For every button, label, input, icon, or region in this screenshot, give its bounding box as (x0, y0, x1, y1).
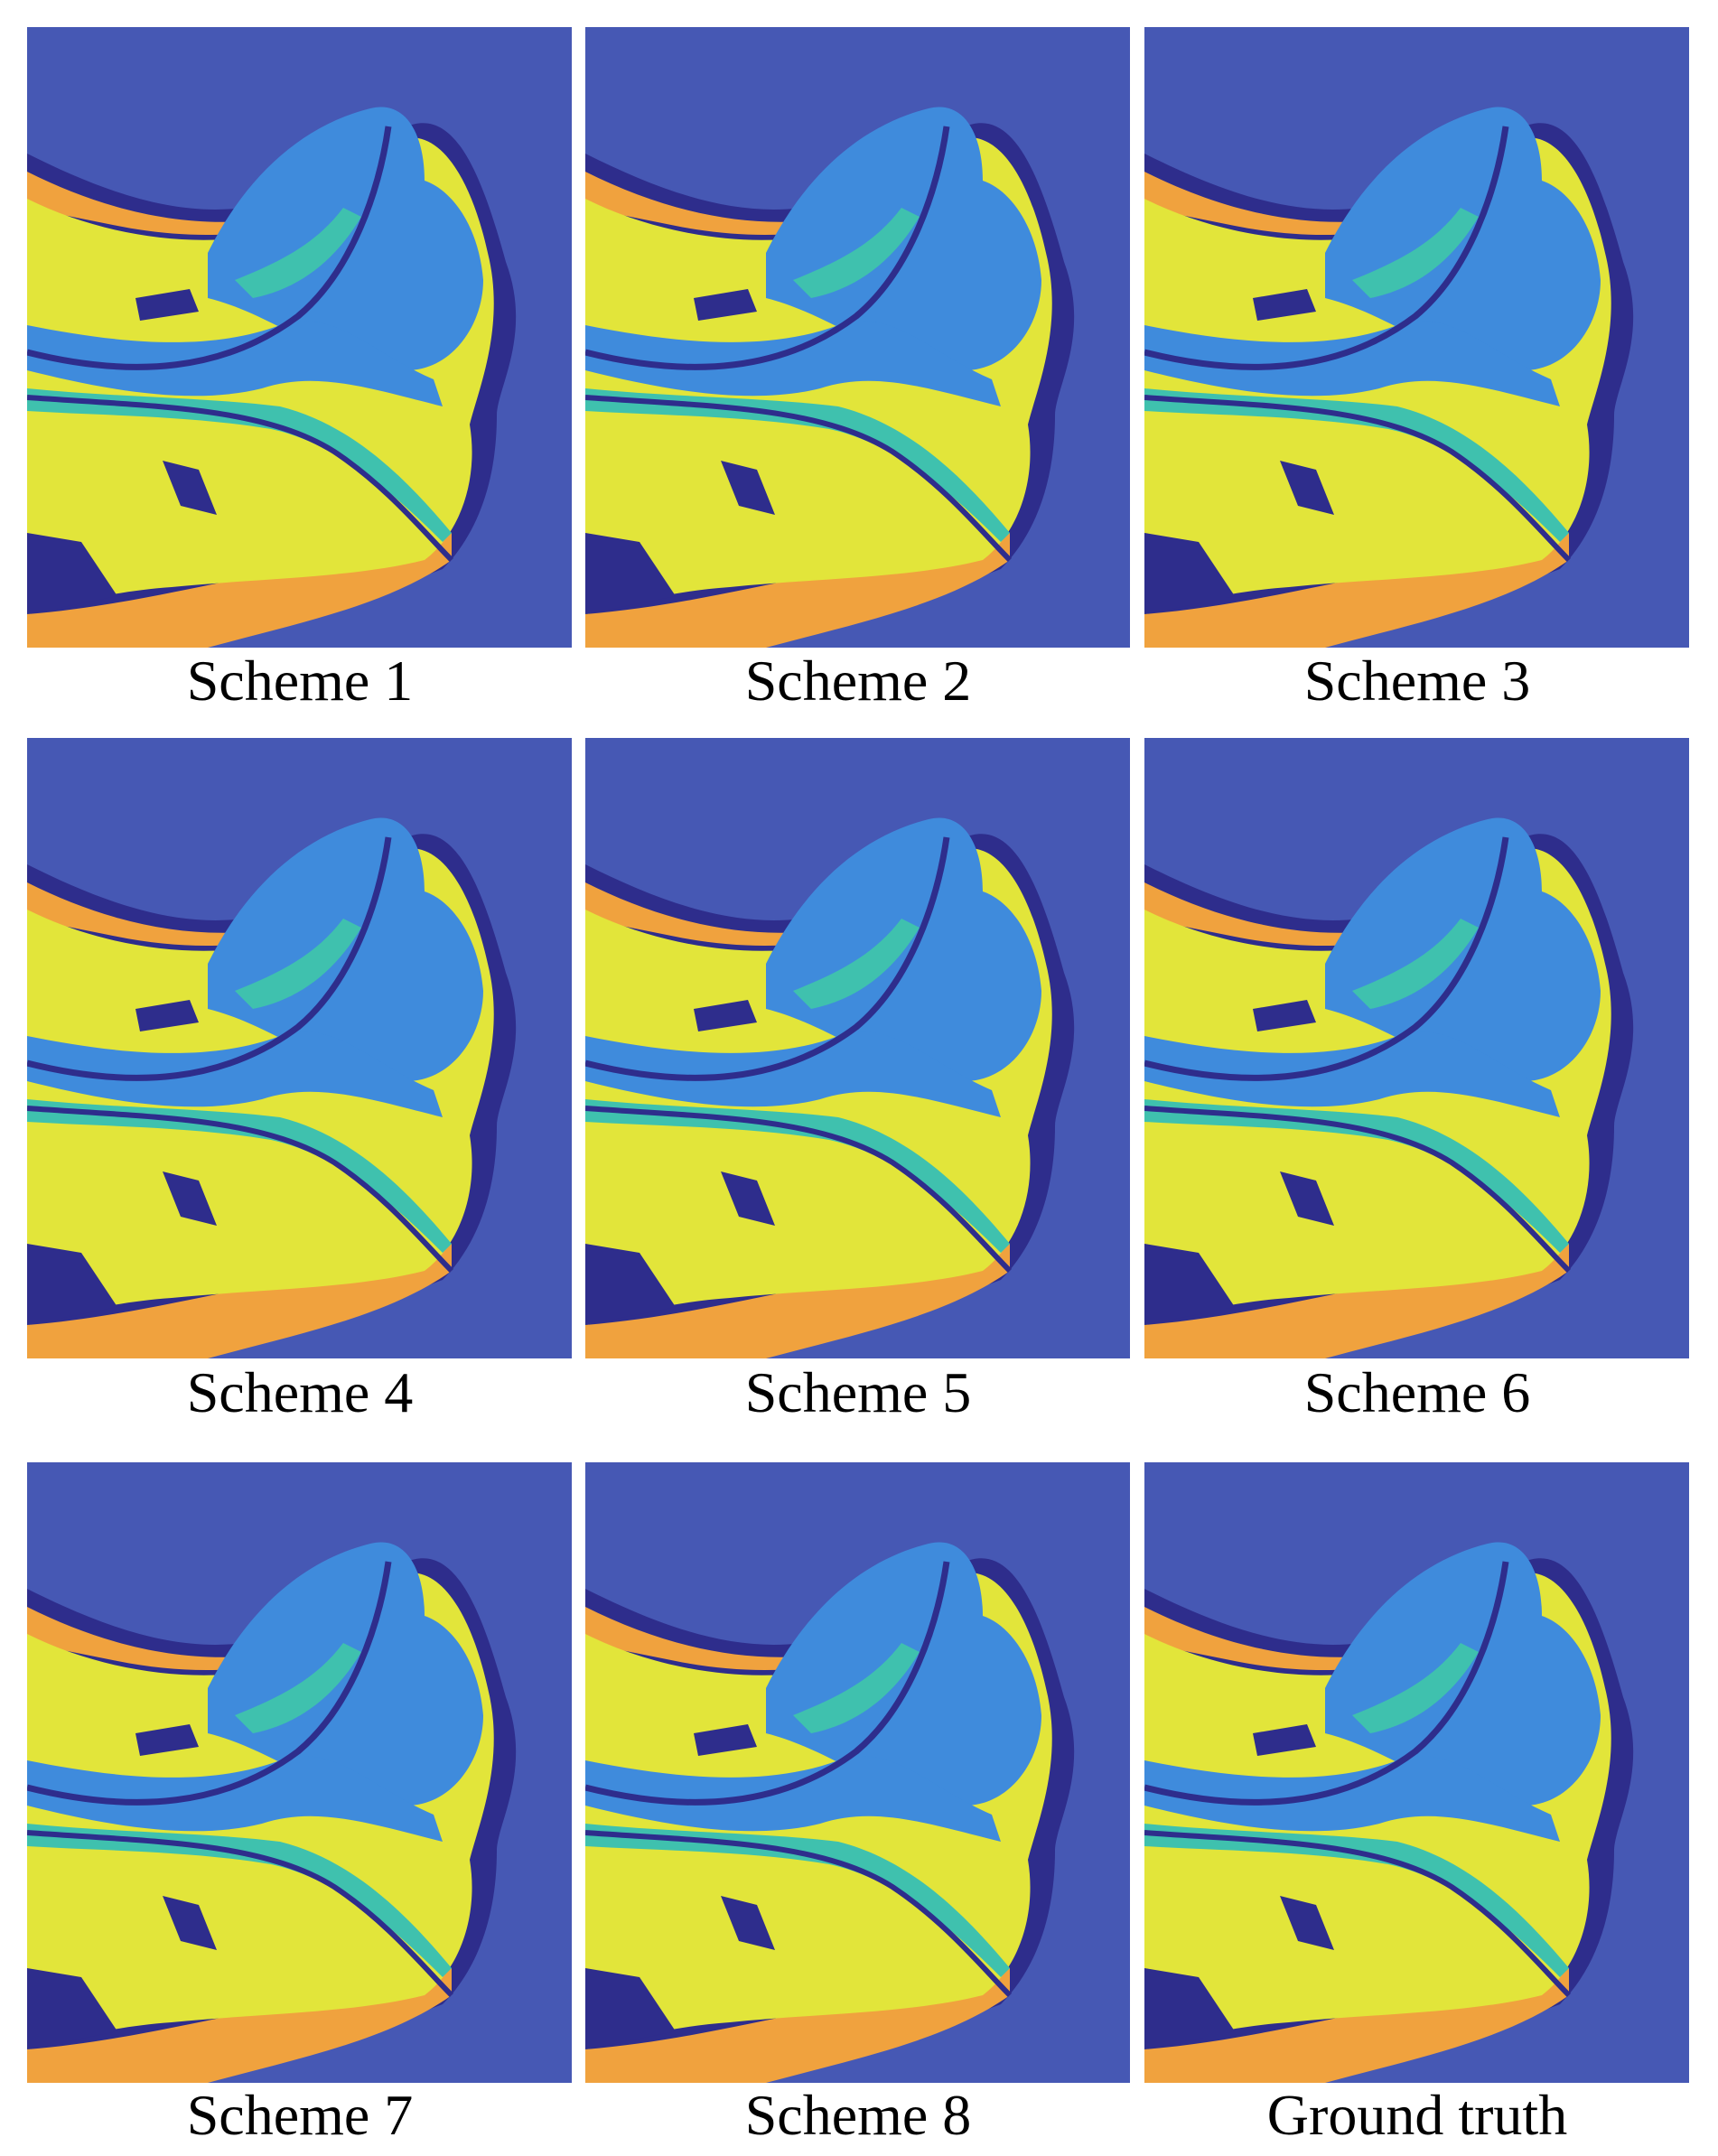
panel-label: Scheme 3 (1303, 649, 1531, 713)
classification-map (585, 27, 1130, 648)
map-image (1144, 1462, 1689, 2083)
map-image (27, 27, 572, 648)
panel-label: Scheme 4 (186, 1360, 414, 1424)
map-image (585, 1462, 1130, 2083)
map-image (585, 738, 1130, 1358)
panel-label: Scheme 2 (744, 649, 972, 713)
classification-map (1144, 738, 1689, 1358)
map-image (1144, 27, 1689, 648)
classification-map (585, 738, 1130, 1358)
classification-map (27, 1462, 572, 2083)
classification-map (27, 738, 572, 1358)
map-image (27, 738, 572, 1358)
classification-map (1144, 1462, 1689, 2083)
panel-label: Scheme 5 (744, 1360, 972, 1424)
classification-map (1144, 27, 1689, 648)
map-image (585, 27, 1130, 648)
classification-map (585, 1462, 1130, 2083)
map-image (27, 1462, 572, 2083)
panel-label: Ground truth (1266, 2083, 1568, 2147)
classification-map (27, 27, 572, 648)
map-image (1144, 738, 1689, 1358)
panel-label: Scheme 6 (1303, 1360, 1531, 1424)
panel-label: Scheme 7 (186, 2083, 414, 2147)
panel-label: Scheme 1 (186, 649, 414, 713)
panel-label: Scheme 8 (744, 2083, 972, 2147)
